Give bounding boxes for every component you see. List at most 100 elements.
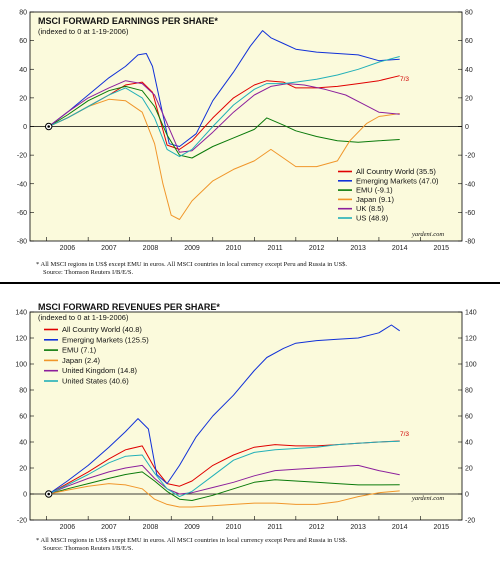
x-tick-label: 2012 — [309, 524, 325, 531]
y-tick-label-left: 40 — [19, 67, 27, 74]
legend-label: Japan (2.4) — [62, 356, 100, 365]
x-tick-label: 2006 — [60, 245, 76, 252]
y-tick-label-right: 20 — [465, 95, 473, 102]
legend-label: Emerging Markets (125.5) — [62, 335, 149, 344]
earnings-chart: MSCI FORWARD EARNINGS PER SHARE* (indexe… — [17, 10, 475, 277]
gridlines — [30, 11, 462, 242]
y-tick-label-right: -20 — [465, 153, 475, 160]
y-tick-label-left: -80 — [17, 239, 27, 246]
y-tick-label-left: 120 — [15, 336, 27, 343]
series-line — [48, 440, 400, 498]
y-tick-label-left: 0 — [23, 124, 27, 131]
earnings-chart-figure: MSCI FORWARD EARNINGS PER SHARE* (indexe… — [0, 0, 500, 283]
x-tick-label: 2015 — [433, 524, 449, 531]
source-credit: yardeni.com — [411, 231, 444, 238]
y-axis-left: -80 -60 -40 -20 0 20 40 60 80 — [17, 10, 27, 246]
legend-label: UK (8.5) — [356, 204, 384, 213]
y-tick-label-right: 140 — [465, 310, 477, 317]
x-tick-label: 2015 — [433, 245, 449, 252]
x-tick-label: 2010 — [226, 245, 242, 252]
y-tick-label-right: 40 — [465, 67, 473, 74]
y-tick-label-left: 80 — [19, 10, 27, 17]
y-tick-label-left: -60 — [17, 210, 27, 217]
series-line — [48, 85, 400, 159]
x-tick-label: 2012 — [309, 245, 325, 252]
x-tick-label: 2014 — [392, 245, 408, 252]
chart-title: MSCI FORWARD EARNINGS PER SHARE* — [38, 16, 218, 26]
series-line — [48, 464, 400, 495]
x-axis: 2006 2007 2008 2009 2010 2011 2012 2013 2014 2015 — [46, 516, 449, 531]
y-axis-left: -20 0 20 40 60 80 100 120 140 — [15, 310, 27, 525]
chart-divider — [0, 282, 500, 284]
x-tick-label: 2010 — [226, 524, 242, 531]
revenues-chart: MSCI FORWARD REVENUES PER SHARE* (indexe… — [15, 302, 477, 552]
legend: All Country World (40.8)Emerging Markets… — [44, 325, 149, 386]
y-tick-label-left: 100 — [15, 362, 27, 369]
legend-label: EMU (-9.1) — [356, 186, 393, 195]
y-tick-label-left: 80 — [19, 388, 27, 395]
y-tick-label-left: -20 — [17, 153, 27, 160]
y-tick-label-right: -40 — [465, 181, 475, 188]
series-line — [48, 75, 400, 150]
source-note: Source: Thomson Reuters I/B/E/S. — [43, 545, 134, 552]
y-tick-label-right: 0 — [465, 124, 469, 131]
series-line — [48, 324, 400, 495]
series-line — [48, 483, 400, 508]
y-tick-label-right: 100 — [465, 362, 477, 369]
series-layer — [44, 30, 400, 220]
origin-marker-dot — [47, 492, 50, 496]
source-credit: yardeni.com — [411, 495, 444, 502]
y-tick-label-left: 60 — [19, 38, 27, 45]
y-tick-label-left: 140 — [15, 310, 27, 317]
x-tick-label: 2008 — [143, 245, 159, 252]
legend-label: United Kingdom (14.8) — [62, 366, 138, 375]
footnote: * All MSCI regions in US$ except EMU in … — [36, 261, 347, 268]
y-axis-right: -20 0 20 40 60 80 100 120 140 — [465, 310, 477, 525]
x-tick-label: 2013 — [350, 524, 366, 531]
series-layer — [44, 324, 400, 508]
y-tick-label-right: 20 — [465, 466, 473, 473]
gridlines — [30, 311, 462, 521]
y-axis-right: -80 -60 -40 -20 0 20 40 60 80 — [465, 10, 475, 246]
series-line — [48, 30, 400, 147]
y-tick-label-left: 40 — [19, 440, 27, 447]
x-tick-label: 2008 — [143, 524, 159, 531]
y-tick-label-right: 60 — [465, 414, 473, 421]
x-tick-label: 2013 — [350, 245, 366, 252]
y-tick-label-right: -20 — [465, 518, 475, 525]
legend-label: All Country World (35.5) — [356, 167, 436, 176]
y-tick-label-right: 80 — [465, 388, 473, 395]
legend-label: Japan (9.1) — [356, 195, 394, 204]
y-tick-label-right: -60 — [465, 210, 475, 217]
chart-subtitle: (indexed to 0 at 1-19-2006) — [38, 313, 129, 322]
legend-label: United States (40.6) — [62, 377, 129, 386]
legend-label: All Country World (40.8) — [62, 325, 142, 334]
y-tick-label-right: -80 — [465, 239, 475, 246]
x-tick-label: 2014 — [392, 524, 408, 531]
series-line — [48, 56, 400, 158]
legend-label: US (48.9) — [356, 214, 389, 223]
x-tick-label: 2011 — [268, 245, 283, 252]
x-axis: 2006 2007 2008 2009 2010 2011 2012 2013 2014 2015 — [46, 237, 449, 252]
x-tick-label: 2009 — [184, 245, 200, 252]
legend: All Country World (35.5)Emerging Markets… — [338, 167, 439, 223]
origin-marker-dot — [47, 125, 50, 128]
y-tick-label-left: -40 — [17, 181, 27, 188]
y-tick-label-right: 40 — [465, 440, 473, 447]
y-tick-label-left: -20 — [17, 518, 27, 525]
y-tick-label-left: 20 — [19, 466, 27, 473]
series-line — [48, 471, 400, 501]
series-line — [48, 98, 400, 220]
x-tick-label: 2007 — [101, 524, 117, 531]
y-tick-label-right: 60 — [465, 38, 473, 45]
chart-subtitle: (indexed to 0 at 1-19-2006) — [38, 27, 129, 36]
legend-label: EMU (7.1) — [62, 346, 97, 355]
y-tick-label-left: 0 — [23, 492, 27, 499]
end-date-label: 7/3 — [400, 431, 409, 438]
y-tick-label-right: 0 — [465, 492, 469, 499]
y-tick-label-left: 60 — [19, 414, 27, 421]
y-tick-label-left: 20 — [19, 95, 27, 102]
y-tick-label-right: 120 — [465, 336, 477, 343]
end-date-label: 7/3 — [400, 76, 409, 83]
x-tick-label: 2011 — [268, 524, 283, 531]
